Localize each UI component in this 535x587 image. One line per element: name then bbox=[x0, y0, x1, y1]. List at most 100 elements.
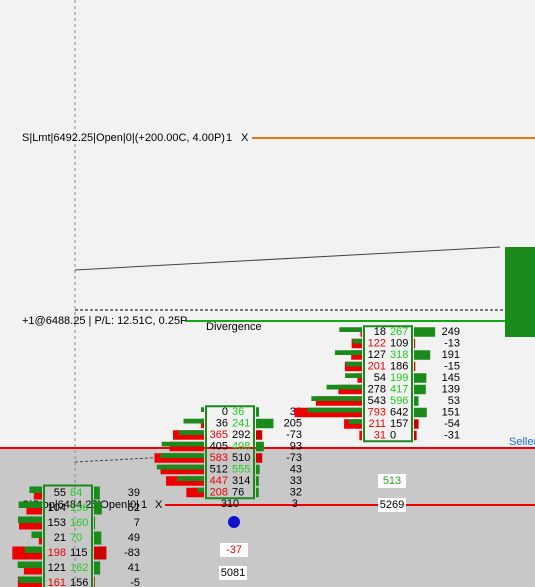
ask-bar bbox=[307, 407, 362, 413]
delta-bar bbox=[256, 464, 260, 475]
delta-bar bbox=[256, 453, 263, 463]
ask: 510 bbox=[232, 452, 250, 464]
lower-bg bbox=[0, 448, 535, 587]
order-close[interactable]: X bbox=[241, 132, 249, 144]
delta-bar bbox=[414, 361, 416, 372]
bid: 447 bbox=[210, 475, 228, 487]
delta: 205 bbox=[284, 417, 302, 429]
annotation: Divergence bbox=[206, 321, 262, 333]
delta: 139 bbox=[442, 383, 460, 395]
bar-stub bbox=[505, 247, 535, 337]
cell-box bbox=[205, 405, 255, 500]
bid: 365 bbox=[210, 429, 228, 441]
ask: 156 bbox=[70, 577, 88, 587]
ask: 76 bbox=[232, 486, 244, 498]
bid-bar bbox=[186, 487, 204, 498]
ask-bar bbox=[197, 487, 204, 493]
ask-bar bbox=[311, 396, 362, 401]
bid: 104 bbox=[48, 502, 66, 514]
delta: 53 bbox=[448, 395, 460, 407]
ask-bar bbox=[18, 501, 42, 508]
delta: -5 bbox=[130, 577, 140, 587]
delta-bar bbox=[256, 407, 260, 417]
position-label: +1@6488.25 | P/L: 12.51C, 0.25P bbox=[22, 315, 187, 327]
delta-bar bbox=[414, 350, 431, 360]
cell-box bbox=[363, 325, 413, 443]
delta: 191 bbox=[442, 349, 460, 361]
ask-bar bbox=[326, 384, 362, 390]
bid: 583 bbox=[210, 452, 228, 464]
delta-bar bbox=[94, 486, 100, 500]
cell-box bbox=[43, 484, 93, 587]
delta-bar bbox=[414, 338, 416, 349]
ask: 318 bbox=[390, 349, 408, 361]
ask-bar bbox=[18, 576, 42, 583]
delta-bar bbox=[414, 430, 417, 441]
delta: -54 bbox=[444, 418, 460, 430]
ask-bar bbox=[200, 407, 204, 412]
ask: 199 bbox=[390, 372, 408, 384]
ask: 267 bbox=[390, 326, 408, 338]
label-bg bbox=[220, 543, 248, 557]
delta-bar bbox=[94, 531, 102, 545]
bid: 208 bbox=[210, 486, 228, 498]
ask: 36 bbox=[232, 406, 244, 418]
bid: 31 bbox=[374, 429, 386, 441]
footer: 3 bbox=[292, 498, 298, 510]
ask-bar bbox=[339, 327, 362, 332]
bid: 198 bbox=[48, 547, 66, 559]
delta: 145 bbox=[442, 372, 460, 384]
delta: 49 bbox=[128, 532, 140, 544]
ask-bar bbox=[161, 441, 204, 447]
ask-bar bbox=[160, 453, 204, 458]
ask-bar bbox=[179, 430, 204, 435]
delta: 249 bbox=[442, 326, 460, 338]
delta-bar bbox=[94, 576, 95, 587]
ask: 186 bbox=[390, 360, 408, 372]
ask: 84 bbox=[70, 487, 82, 499]
delta-bar bbox=[256, 430, 263, 440]
delta: 52 bbox=[128, 502, 140, 514]
label-bg bbox=[378, 474, 406, 488]
order-close[interactable]: X bbox=[155, 499, 163, 511]
delta: 41 bbox=[128, 562, 140, 574]
upper-bg bbox=[0, 0, 535, 448]
bid: 153 bbox=[48, 517, 66, 529]
delta-bar bbox=[414, 384, 426, 395]
bid: 201 bbox=[368, 360, 386, 372]
label-bg bbox=[219, 566, 247, 580]
bid: 21 bbox=[54, 532, 66, 544]
ask: 156 bbox=[70, 502, 88, 514]
delta: -73 bbox=[286, 429, 302, 441]
label: -37 bbox=[226, 544, 242, 556]
order-qty: 1 bbox=[141, 499, 147, 511]
delta-bar bbox=[94, 516, 96, 530]
bid: 55 bbox=[54, 487, 66, 499]
ask-bar bbox=[346, 361, 362, 367]
ask-bar bbox=[177, 476, 204, 481]
ask-bar bbox=[348, 419, 362, 424]
delta-bar bbox=[94, 546, 107, 560]
delta: -13 bbox=[444, 337, 460, 349]
bid: 18 bbox=[374, 326, 386, 338]
ask-bar bbox=[352, 338, 362, 344]
delta-bar bbox=[94, 501, 102, 515]
delta: -15 bbox=[444, 360, 460, 372]
label: 5269 bbox=[380, 499, 404, 511]
label-bg bbox=[378, 498, 406, 512]
ask: 241 bbox=[232, 417, 250, 429]
ask: 0 bbox=[390, 429, 396, 441]
bid: 512 bbox=[210, 463, 228, 475]
bid: 122 bbox=[368, 337, 386, 349]
ask: 498 bbox=[232, 440, 250, 452]
bid: 127 bbox=[368, 349, 386, 361]
annotation: Seller bbox=[509, 436, 535, 448]
ask: 642 bbox=[390, 406, 408, 418]
delta: 151 bbox=[442, 406, 460, 418]
delta-bar bbox=[256, 476, 259, 486]
bid: 161 bbox=[48, 577, 66, 587]
delta-bar bbox=[414, 373, 427, 383]
ask-bar bbox=[345, 373, 362, 378]
order-label: S|Lmt|6492.25|Open|0|(+200.00C, 4.00P) bbox=[22, 132, 225, 144]
